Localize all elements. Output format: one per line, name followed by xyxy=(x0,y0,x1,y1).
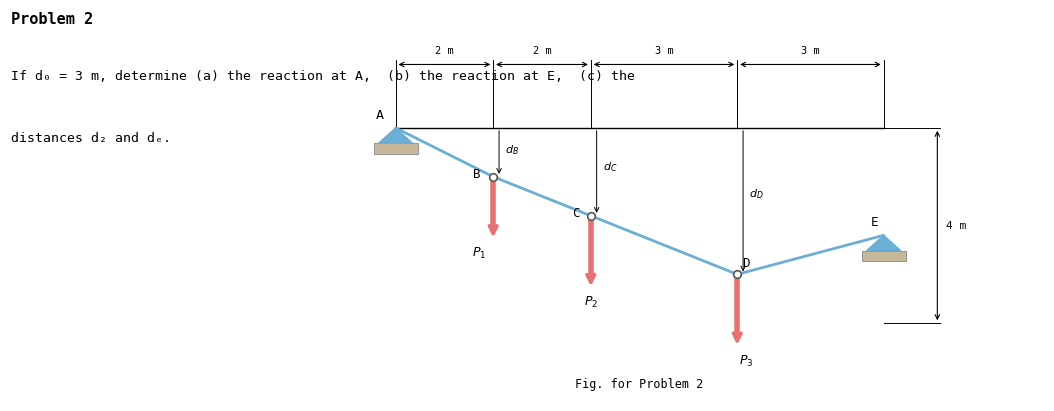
Text: A: A xyxy=(375,109,384,122)
Text: $P_1$: $P_1$ xyxy=(472,246,487,261)
Polygon shape xyxy=(866,236,901,251)
Bar xyxy=(373,143,417,154)
Text: B: B xyxy=(473,168,481,181)
Text: 3 m: 3 m xyxy=(655,46,674,56)
Text: D: D xyxy=(742,257,749,270)
Bar xyxy=(862,251,905,261)
Text: 2 m: 2 m xyxy=(435,46,454,56)
Polygon shape xyxy=(378,128,413,143)
Text: $d_D$: $d_D$ xyxy=(749,187,763,201)
Text: $P_3$: $P_3$ xyxy=(739,353,754,369)
Text: C: C xyxy=(572,207,580,220)
Text: $d_C$: $d_C$ xyxy=(603,161,617,174)
Text: Fig. for Problem 2: Fig. for Problem 2 xyxy=(575,379,704,391)
Text: $P_2$: $P_2$ xyxy=(584,295,598,310)
Text: If d₀ = 3 m, determine (a) the reaction at A,  (b) the reaction at E,  (c) the: If d₀ = 3 m, determine (a) the reaction … xyxy=(11,70,635,83)
Text: 3 m: 3 m xyxy=(801,46,820,56)
Text: Problem 2: Problem 2 xyxy=(11,12,93,27)
Text: distances d₂ and dₑ.: distances d₂ and dₑ. xyxy=(11,132,171,145)
Text: E: E xyxy=(871,217,878,229)
Text: $d_B$: $d_B$ xyxy=(505,143,519,157)
Text: 4 m: 4 m xyxy=(946,221,967,231)
Text: 2 m: 2 m xyxy=(532,46,551,56)
